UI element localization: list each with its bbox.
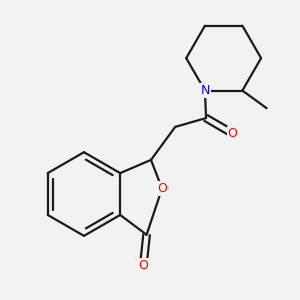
- Text: O: O: [227, 127, 237, 140]
- Text: O: O: [138, 259, 148, 272]
- Text: N: N: [200, 84, 210, 97]
- Text: O: O: [157, 182, 167, 195]
